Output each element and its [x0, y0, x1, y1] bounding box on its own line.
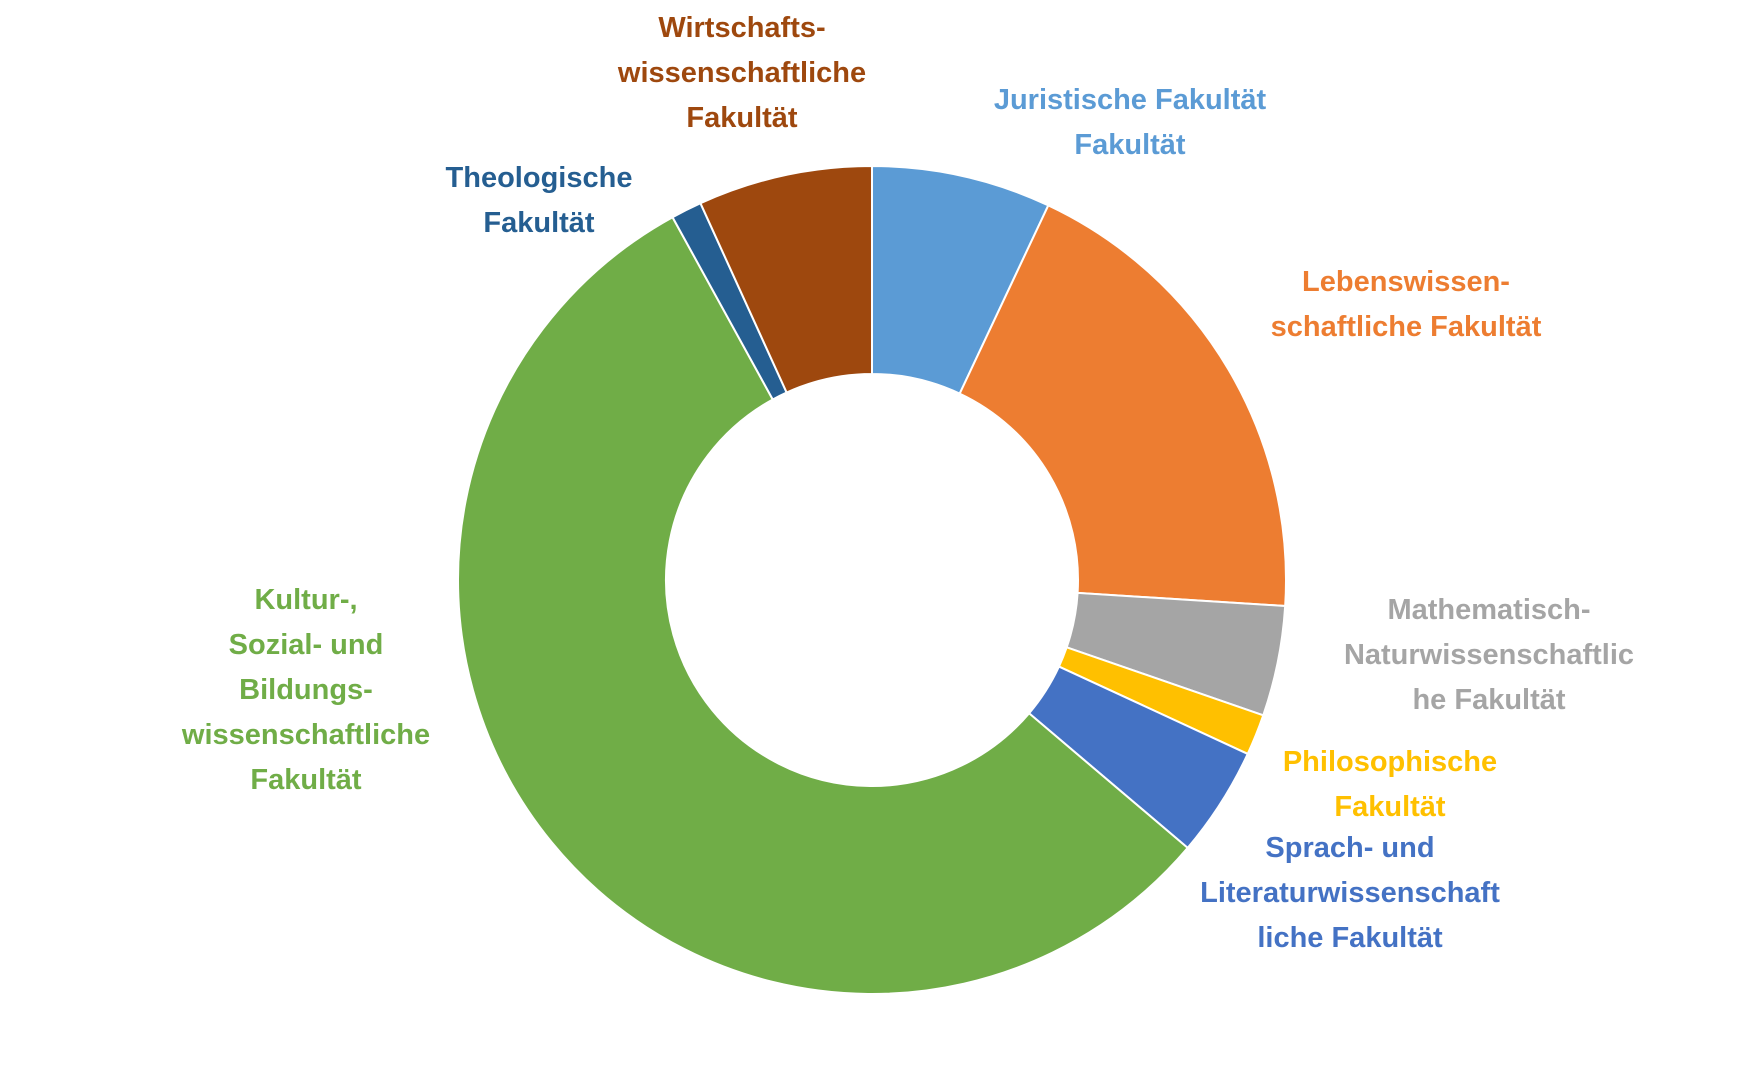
slice-label-line: Philosophische — [1283, 746, 1497, 778]
slice-label-line: Fakultät — [250, 764, 362, 796]
slice-label-line: Fakultät — [483, 207, 595, 239]
slice-label-line: Wirtschafts- — [658, 12, 825, 44]
slice-label-line: Lebenswissen- — [1302, 266, 1510, 298]
slice-label-7: Wirtschafts-wissenschaftliche Fakultät — [617, 12, 866, 134]
slice-label-6: Theologische Fakultät — [446, 162, 633, 239]
slice-label-line: Mathematisch- — [1387, 594, 1590, 626]
slice-label-line: Fakultät — [1334, 791, 1446, 823]
slice-label-line: Fakultät — [1074, 129, 1186, 161]
slice-label-line: liche Fakultät — [1257, 922, 1443, 954]
slice-label-0: Juristische Fakultät Fakultät — [994, 84, 1267, 161]
slice-5 — [457, 215, 1190, 995]
slice-label-5: Kultur-, Sozial- und Bildungs-wissenschaft… — [181, 584, 430, 796]
slice-label-line: he Fakultät — [1412, 684, 1565, 716]
labels-group: Juristische Fakultät Fakultät Lebenswissen… — [181, 12, 1634, 954]
slice-label-line: wissenschaftliche — [181, 719, 430, 751]
slices-group — [457, 164, 1287, 995]
slice-label-line: Theologische — [446, 162, 633, 194]
slice-label-line: Naturwissenschaftlic — [1344, 639, 1634, 671]
slice-7 — [699, 164, 873, 394]
slice-label-line: Literaturwissenschaft — [1200, 877, 1500, 909]
slice-label-line: Sprach- und — [1265, 832, 1434, 864]
slice-label-line: Fakultät — [686, 102, 798, 134]
slice-label-2: Mathematisch- Naturwissenschaftlic he Faku… — [1344, 594, 1634, 716]
slice-label-1: Lebenswissen-schaftliche Fakultät — [1271, 266, 1542, 343]
slice-label-line: schaftliche Fakultät — [1271, 311, 1542, 343]
slice-label-line: Bildungs- — [239, 674, 373, 706]
slice-label-3: Philosophische Fakultät — [1283, 746, 1497, 823]
slice-label-line: Sozial- und — [229, 629, 384, 661]
slice-label-line: wissenschaftliche — [617, 57, 866, 89]
slice-label-line: Kultur-, — [254, 584, 357, 616]
slice-label-4: Sprach- und Literaturwissenschaft liche Fa… — [1200, 832, 1500, 954]
slice-1 — [958, 204, 1287, 608]
slice-label-line: Juristische Fakultät — [994, 84, 1267, 116]
